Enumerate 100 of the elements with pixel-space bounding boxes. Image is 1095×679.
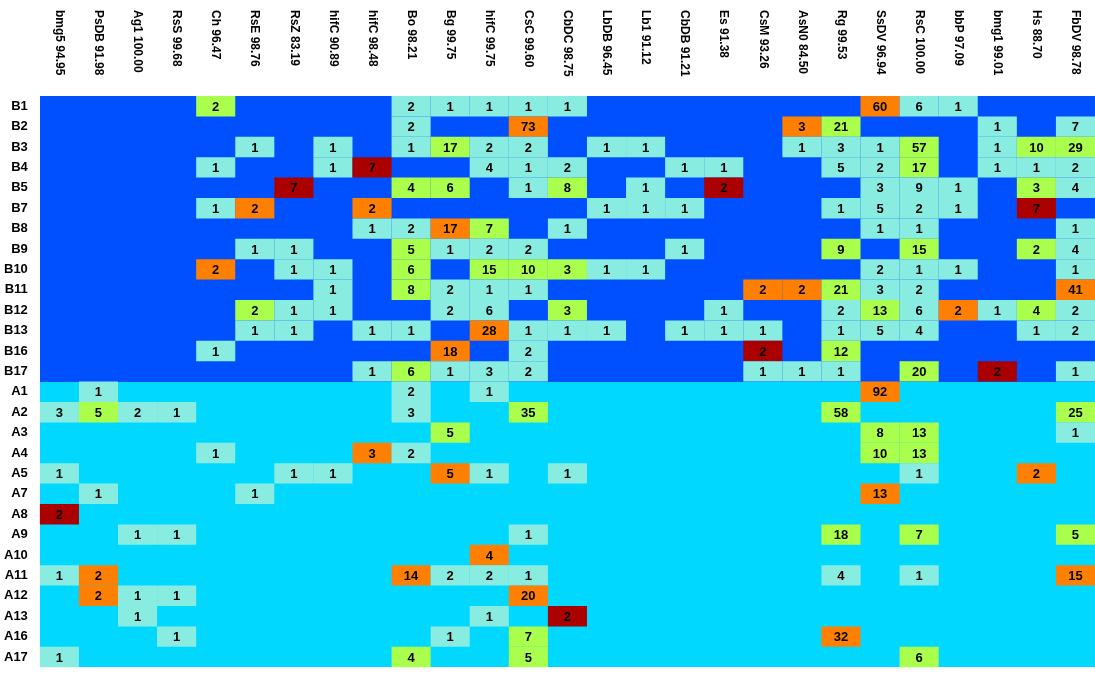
data-label: 2 xyxy=(55,506,64,522)
data-label: 1 xyxy=(368,363,376,379)
x-tick-label: hifC 99.75 xyxy=(482,10,497,68)
data-label: 5 xyxy=(407,241,415,257)
data-label: 1 xyxy=(329,465,337,481)
data-label: 5 xyxy=(876,200,884,216)
data-label: 2 xyxy=(798,282,806,298)
y-tick-label: B11 xyxy=(4,281,28,297)
x-tick-label: CbDB 91.21 xyxy=(678,10,693,78)
data-label: 1 xyxy=(720,302,728,318)
data-label: 2 xyxy=(485,241,493,257)
data-label: 20 xyxy=(521,588,536,604)
y-tick-label: B8 xyxy=(11,220,28,236)
data-label: 1 xyxy=(446,241,454,257)
data-label: 2 xyxy=(485,139,493,155)
data-label: 1 xyxy=(290,261,298,277)
data-label: 1 xyxy=(1032,323,1040,339)
x-tick-label: SsDV 96.94 xyxy=(873,10,888,76)
data-label: 2 xyxy=(563,608,572,624)
data-label: 1 xyxy=(290,302,298,318)
data-label: 1 xyxy=(173,629,181,645)
data-label: 3 xyxy=(837,139,845,155)
data-label: 1 xyxy=(133,588,142,604)
data-label: 1 xyxy=(94,486,103,502)
data-label: 1 xyxy=(641,200,650,216)
data-label: 13 xyxy=(872,302,888,318)
data-label: 1 xyxy=(55,649,64,665)
data-label: 1 xyxy=(329,302,337,318)
data-label: 1 xyxy=(602,261,611,277)
data-label: 1 xyxy=(524,282,532,298)
data-label: 2 xyxy=(368,200,376,216)
data-label: 2 xyxy=(251,302,259,318)
data-label: 1 xyxy=(837,363,845,379)
y-tick-label: A10 xyxy=(3,546,28,562)
data-label: 2 xyxy=(485,567,493,583)
y-tick-label: A2 xyxy=(11,403,28,419)
data-label: 1 xyxy=(915,221,923,237)
data-label: 3 xyxy=(798,119,806,135)
data-label: 2 xyxy=(94,588,103,604)
data-label: 1 xyxy=(1071,363,1080,379)
data-label: 1 xyxy=(681,241,689,257)
data-label: 7 xyxy=(1032,200,1040,216)
data-label: 13 xyxy=(911,445,927,461)
data-label: 25 xyxy=(1068,404,1083,420)
y-tick-label: A17 xyxy=(3,648,28,664)
data-label: 1 xyxy=(290,465,298,481)
data-label: 2 xyxy=(524,241,532,257)
data-label: 5 xyxy=(837,159,845,175)
data-label: 2 xyxy=(212,98,220,114)
data-label: 18 xyxy=(833,527,849,543)
data-label: 1 xyxy=(524,98,532,114)
x-tick-label: RsE 98.76 xyxy=(248,10,263,68)
data-label: 1 xyxy=(212,343,220,359)
data-label: 4 xyxy=(485,547,494,563)
x-tick-label: bbP 97.09 xyxy=(951,10,966,67)
data-label: 1 xyxy=(485,608,493,624)
data-label: 2 xyxy=(446,302,454,318)
data-label: 1 xyxy=(837,200,845,216)
x-tick-label: Ag1 100.00 xyxy=(131,10,146,74)
x-tick-label: AsN0 84.50 xyxy=(795,10,810,75)
data-label: 1 xyxy=(251,323,259,339)
data-label: 1 xyxy=(524,527,532,543)
y-tick-label: A11 xyxy=(4,566,28,582)
data-label: 7 xyxy=(1071,119,1080,135)
data-label: 3 xyxy=(876,282,884,298)
x-tick-label: hifC 90.89 xyxy=(326,10,341,68)
y-tick-label: B17 xyxy=(3,362,28,378)
data-label: 5 xyxy=(446,425,454,441)
y-tick-label: B10 xyxy=(3,260,28,276)
data-label: 1 xyxy=(94,384,103,400)
data-label: 1 xyxy=(681,323,689,339)
data-label: 1 xyxy=(251,241,259,257)
data-label: 7 xyxy=(915,527,923,543)
data-label: 7 xyxy=(524,629,532,645)
data-label: 1 xyxy=(251,139,259,155)
y-tick-label: B4 xyxy=(11,158,29,174)
y-tick-label: B3 xyxy=(11,138,28,154)
data-label: 1 xyxy=(993,159,1001,175)
data-label: 3 xyxy=(407,404,415,420)
y-tick-label: A13 xyxy=(3,607,28,623)
data-label: 6 xyxy=(446,180,454,196)
data-label: 8 xyxy=(563,180,572,196)
x-tick-label: CsC 99.60 xyxy=(522,10,537,68)
data-label: 18 xyxy=(442,343,458,359)
x-tick-label: Bo 98.21 xyxy=(404,10,419,60)
data-label: 73 xyxy=(521,119,536,135)
data-label: 6 xyxy=(407,363,415,379)
data-label: 8 xyxy=(407,282,415,298)
data-label: 2 xyxy=(759,343,767,359)
data-label: 2 xyxy=(251,200,259,216)
data-label: 1 xyxy=(681,200,689,216)
data-label: 3 xyxy=(1032,180,1040,196)
x-tick-label: Lb1 91.12 xyxy=(639,10,654,66)
x-tick-label: Rg 99.53 xyxy=(834,10,849,60)
x-tick-label: RsC 100.00 xyxy=(912,10,927,75)
data-label: 2 xyxy=(1032,465,1040,481)
data-label: 9 xyxy=(915,180,923,196)
data-label: 1 xyxy=(563,98,572,114)
data-label: 3 xyxy=(368,445,376,461)
data-label: 6 xyxy=(407,261,415,277)
